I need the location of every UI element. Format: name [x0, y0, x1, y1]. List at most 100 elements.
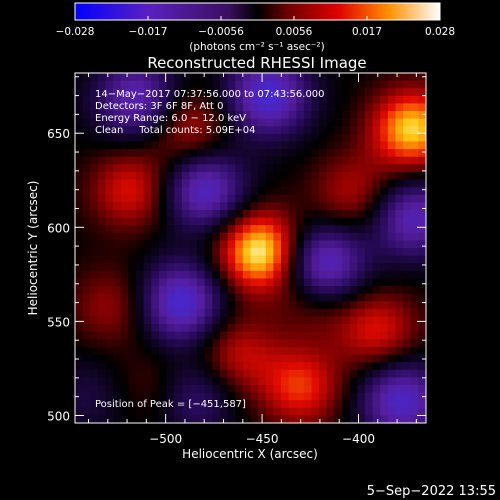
heatmap-cell	[395, 111, 404, 120]
heatmap-cell	[82, 293, 91, 302]
heatmap-cell	[326, 286, 336, 295]
heatmap-cell	[326, 232, 336, 241]
heatmap-cell	[151, 324, 160, 333]
heatmap-cell	[174, 187, 183, 196]
heatmap-cell	[97, 202, 107, 211]
heatmap-cell	[82, 141, 91, 150]
heatmap-cell	[242, 209, 252, 219]
heatmap-cell	[395, 286, 404, 295]
heatmap-cell	[265, 88, 274, 97]
heatmap-cell	[143, 324, 152, 333]
heatmap-cell	[395, 232, 404, 241]
heatmap-cell	[265, 149, 274, 158]
heatmap-cell	[128, 141, 137, 150]
heatmap-cell	[357, 286, 366, 295]
heatmap-cell	[181, 209, 191, 219]
heatmap-cell	[97, 415, 107, 423]
heatmap-cell	[395, 209, 404, 219]
heatmap-cell	[281, 301, 290, 310]
heatmap-cell	[372, 111, 381, 120]
heatmap-cell	[387, 80, 397, 89]
heatmap-cell	[212, 415, 221, 423]
heatmap-cell	[342, 339, 351, 348]
heatmap-cell	[197, 346, 206, 356]
heatmap-cell	[250, 202, 259, 211]
heatmap-cell	[334, 339, 343, 348]
heatmap-cell	[128, 301, 137, 310]
heatmap-cell	[105, 384, 114, 394]
heatmap-cell	[151, 156, 160, 165]
heatmap-cell	[372, 80, 381, 89]
heatmap-cell	[265, 293, 274, 302]
heatmap-cell	[120, 384, 130, 394]
heatmap-cell	[364, 80, 374, 89]
heatmap-cell	[197, 407, 206, 416]
heatmap-cell	[319, 400, 328, 409]
heatmap-cell	[311, 346, 320, 356]
heatmap-cell	[136, 217, 145, 226]
heatmap-cell	[395, 407, 404, 416]
heatmap-cell	[288, 346, 297, 356]
heatmap-cell	[380, 80, 389, 89]
heatmap-cell	[281, 111, 290, 120]
heatmap-cell	[151, 392, 160, 401]
heatmap-cell	[166, 187, 175, 196]
heatmap-cell	[319, 354, 328, 363]
heatmap-cell	[181, 400, 191, 409]
heatmap-cell	[151, 149, 160, 158]
heatmap-cell	[227, 240, 236, 249]
heatmap-cell	[288, 126, 297, 135]
heatmap-cell	[372, 362, 381, 371]
heatmap-cell	[82, 80, 91, 89]
heatmap-cell	[258, 232, 267, 241]
heatmap-cell	[151, 293, 160, 302]
heatmap-cell	[105, 392, 114, 401]
heatmap-cell	[364, 324, 374, 333]
heatmap-cell	[273, 141, 282, 150]
heatmap-cell	[250, 270, 259, 280]
heatmap-cell	[197, 301, 206, 310]
heatmap-cell	[158, 141, 168, 150]
heatmap-cell	[97, 248, 107, 257]
heatmap-cell	[334, 331, 343, 340]
heatmap-cell	[212, 362, 221, 371]
heatmap-cell	[151, 209, 160, 219]
heatmap-cell	[418, 278, 426, 287]
heatmap-cell	[296, 278, 305, 287]
heatmap-cell	[364, 156, 374, 165]
heatmap-cell	[403, 369, 412, 378]
heatmap-cell	[281, 362, 290, 371]
heatmap-cell	[158, 270, 168, 280]
heatmap-cell	[113, 331, 122, 340]
heatmap-cell	[105, 88, 114, 97]
heatmap-cell	[303, 164, 313, 173]
heatmap-cell	[181, 217, 191, 226]
heatmap-cell	[357, 270, 366, 280]
heatmap-cell	[128, 187, 137, 196]
heatmap-cell	[273, 324, 282, 333]
heatmap-cell	[75, 346, 84, 356]
heatmap-cell	[410, 392, 419, 401]
heatmap-cell	[410, 346, 419, 356]
heatmap-cell	[75, 407, 84, 416]
heatmap-cell	[395, 415, 404, 423]
heatmap-cell	[364, 217, 374, 226]
heatmap-cell	[166, 164, 175, 173]
heatmap-cell	[90, 415, 99, 423]
heatmap-cell	[380, 286, 389, 295]
heatmap-cell	[380, 316, 389, 325]
heatmap-cell	[357, 392, 366, 401]
heatmap-cell	[166, 369, 175, 378]
heatmap-cell	[418, 263, 426, 272]
heatmap-cell	[235, 118, 244, 127]
heatmap-cell	[82, 263, 91, 272]
heatmap-cell	[273, 415, 282, 423]
heatmap-cell	[166, 232, 175, 241]
heatmap-cell	[342, 316, 351, 325]
heatmap-cell	[342, 278, 351, 287]
heatmap-cell	[273, 407, 282, 416]
heatmap-cell	[296, 232, 305, 241]
heatmap-cell	[250, 263, 259, 272]
heatmap-cell	[395, 392, 404, 401]
heatmap-cell	[380, 88, 389, 97]
